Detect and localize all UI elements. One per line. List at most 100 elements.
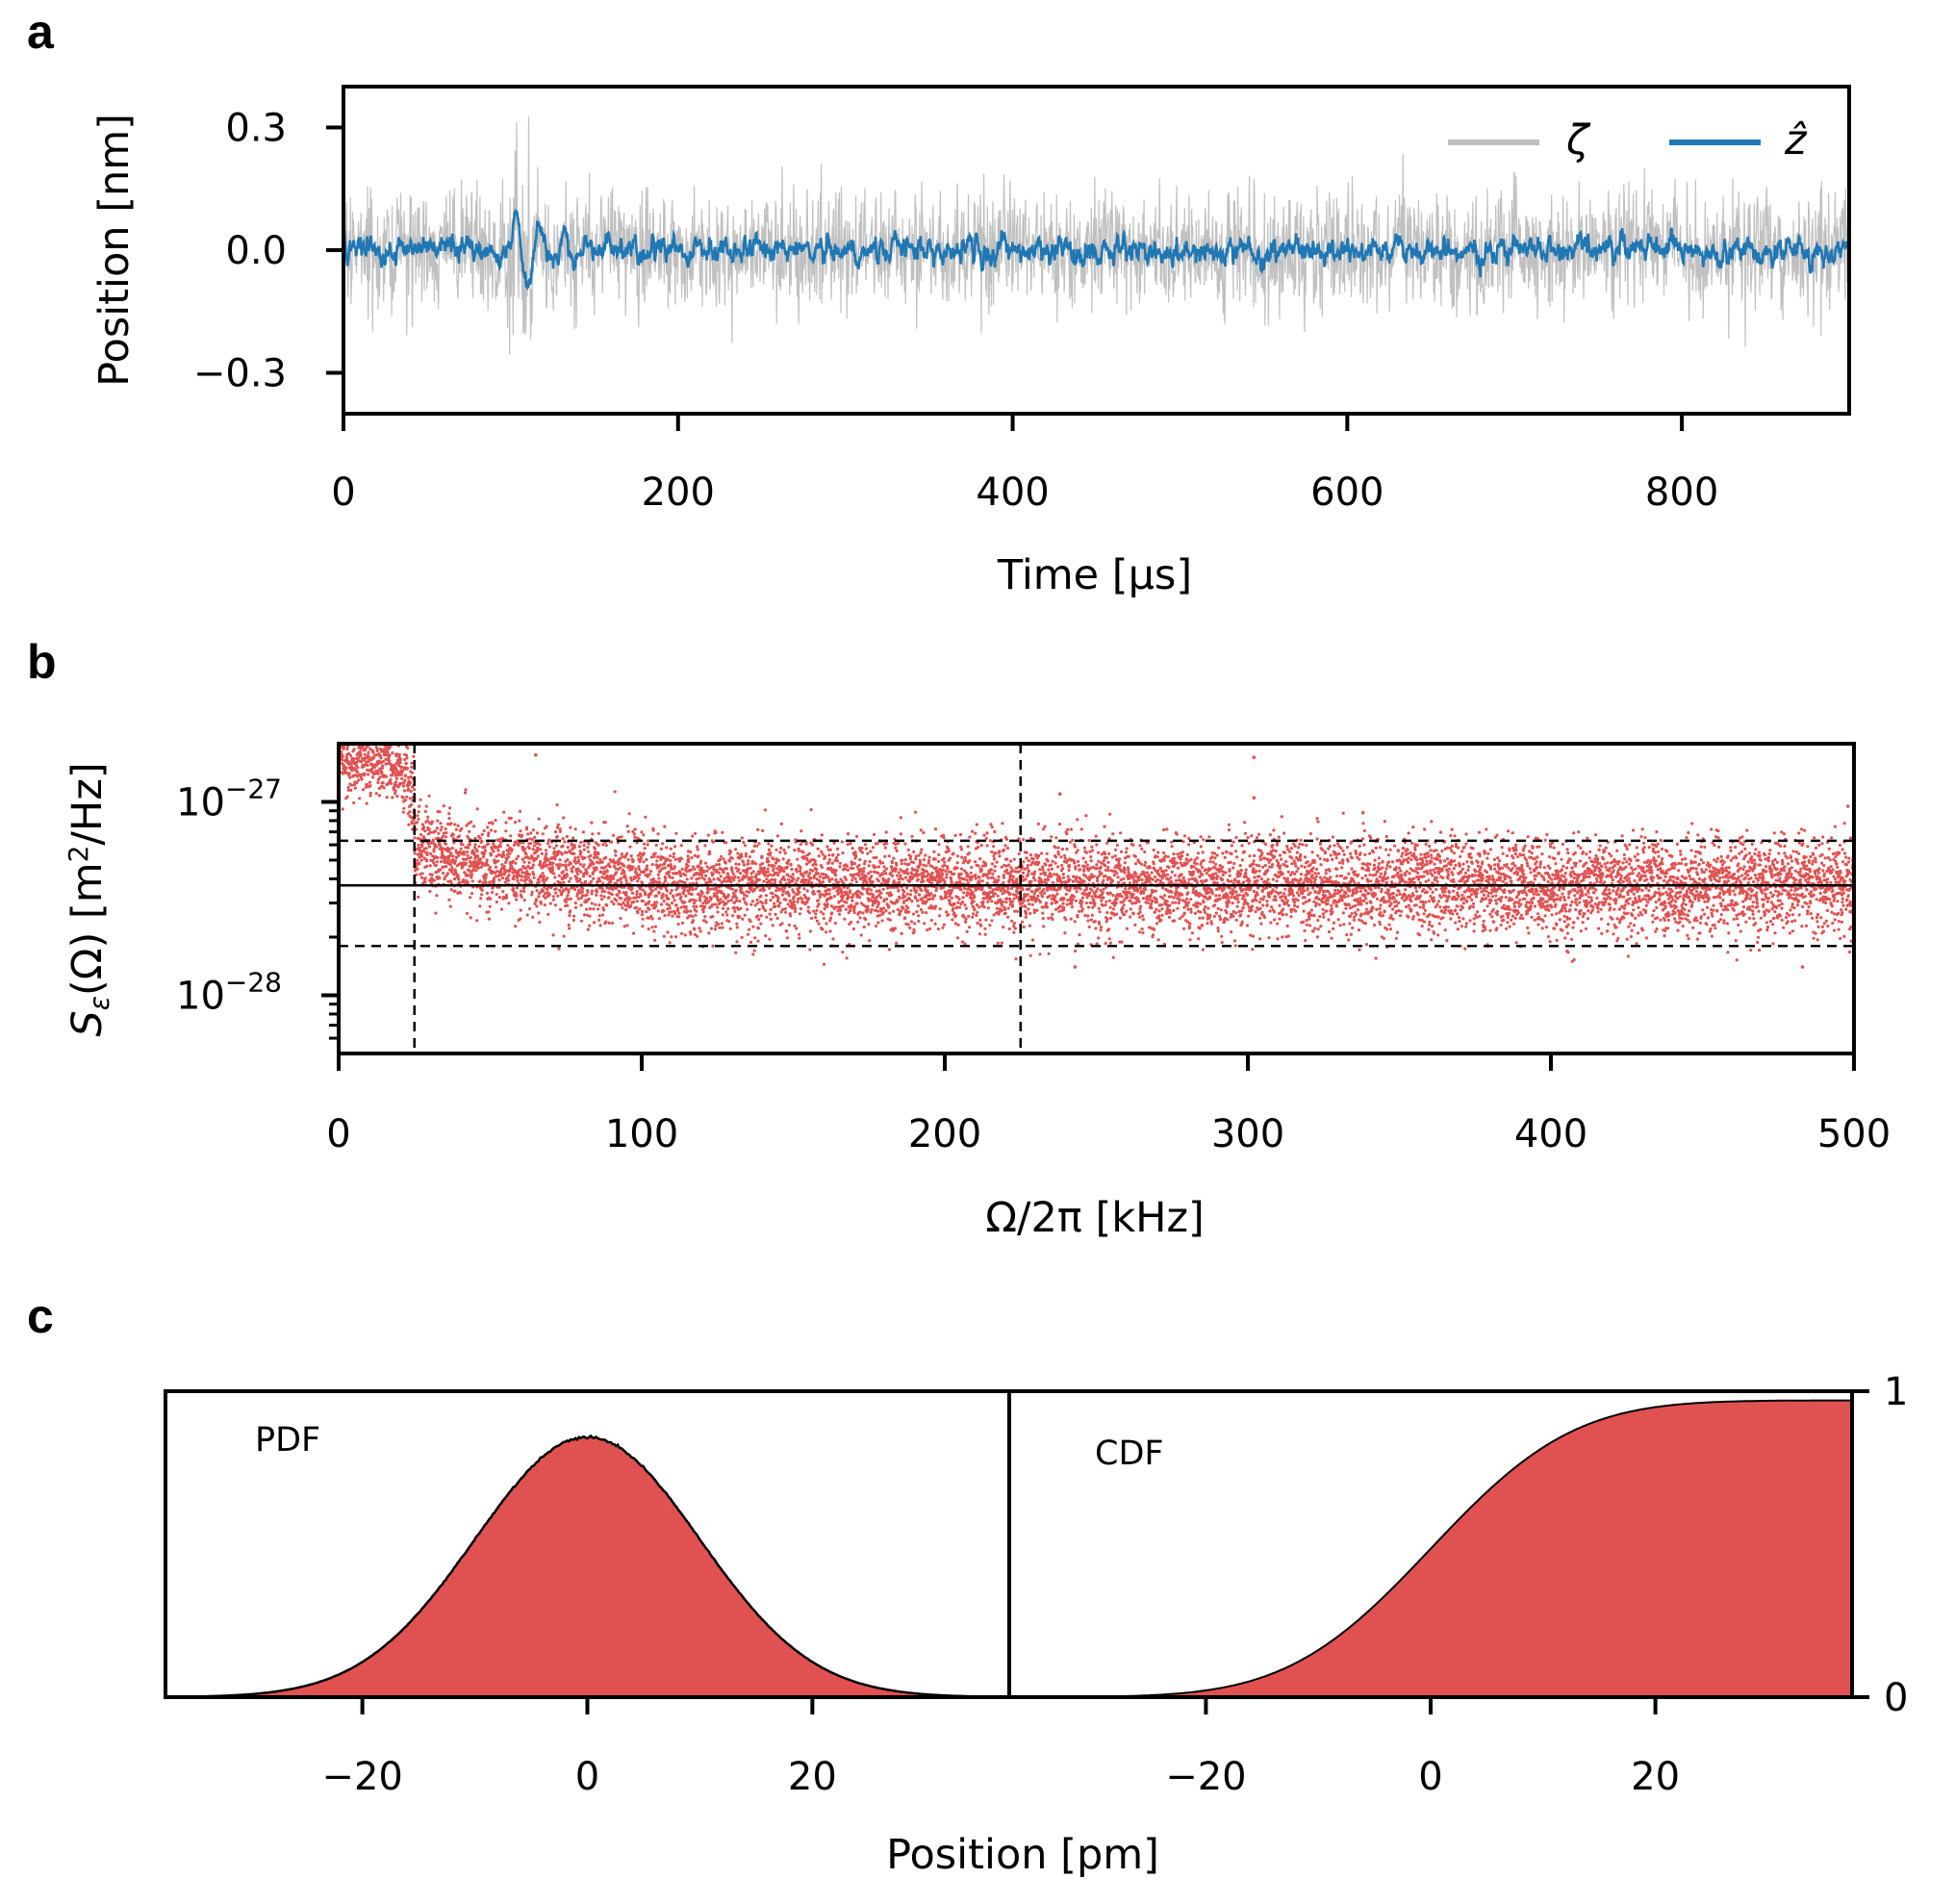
scatter-point — [828, 919, 832, 923]
scatter-point — [492, 850, 495, 853]
scatter-point — [519, 917, 522, 921]
scatter-point — [816, 847, 820, 850]
scatter-point — [937, 914, 942, 918]
scatter-point — [1040, 880, 1044, 884]
scatter-point — [857, 863, 861, 867]
scatter-point — [487, 831, 491, 835]
scatter-point — [1031, 857, 1035, 861]
scatter-point — [703, 861, 708, 865]
scatter-point — [781, 857, 785, 861]
scatter-point — [786, 877, 791, 881]
scatter-point — [906, 872, 910, 876]
scatter-point — [1108, 905, 1112, 909]
scatter-point — [1051, 859, 1054, 863]
scatter-point — [446, 857, 450, 861]
scatter-point — [662, 909, 666, 913]
scatter-point — [958, 832, 963, 837]
scatter-point — [1010, 919, 1014, 924]
scatter-point — [845, 956, 849, 960]
scatter-point — [931, 897, 935, 901]
scatter-point — [427, 794, 431, 798]
scatter-point — [897, 888, 901, 892]
scatter-point — [868, 939, 872, 943]
scatter-point — [472, 825, 476, 828]
scatter-point — [363, 758, 367, 762]
scatter-point — [1151, 933, 1155, 937]
scatter-point — [773, 881, 777, 885]
scatter-point — [746, 867, 749, 871]
scatter-point — [768, 937, 772, 941]
scatter-point — [863, 843, 868, 847]
scatter-point — [963, 886, 967, 891]
scatter-point — [479, 865, 483, 869]
scatter-point — [948, 900, 952, 903]
scatter-point — [806, 905, 810, 909]
scatter-point — [1123, 861, 1127, 865]
scatter-point — [746, 932, 750, 936]
scatter-point — [776, 873, 780, 877]
scatter-point — [393, 771, 396, 774]
scatter-point — [751, 850, 755, 853]
scatter-point — [855, 834, 859, 839]
scatter-point — [1156, 869, 1160, 873]
scatter-point — [641, 909, 645, 914]
scatter-point — [702, 877, 707, 881]
scatter-point — [585, 893, 589, 897]
scatter-point — [1079, 887, 1082, 891]
scatter-point — [381, 759, 385, 764]
scatter-point — [603, 865, 608, 869]
scatter-point — [380, 764, 385, 768]
scatter-point — [562, 880, 566, 884]
scatter-point — [698, 927, 701, 930]
scatter-point — [1050, 867, 1054, 871]
scatter-point — [636, 879, 640, 883]
scatter-point — [467, 874, 471, 877]
scatter-point — [421, 850, 425, 853]
scatter-point — [470, 892, 474, 896]
scatter-point — [1037, 860, 1041, 865]
scatter-point — [1076, 849, 1079, 852]
scatter-point — [355, 770, 359, 774]
scatter-point — [1045, 851, 1049, 855]
scatter-point — [951, 888, 954, 893]
x-tick-label: 600 — [1310, 470, 1384, 515]
scatter-point — [1130, 873, 1133, 877]
scatter-point — [817, 902, 821, 906]
scatter-point — [751, 925, 755, 928]
scatter-point — [674, 903, 678, 907]
scatter-point — [431, 838, 435, 842]
scatter-point — [1010, 903, 1015, 907]
scatter-point — [1004, 901, 1008, 904]
scatter-point — [558, 862, 562, 867]
scatter-point — [909, 889, 913, 893]
scatter-point — [900, 862, 903, 866]
scatter-point — [424, 847, 428, 850]
scatter-point — [885, 897, 889, 901]
scatter-point — [792, 900, 797, 903]
scatter-point — [1026, 866, 1029, 870]
scatter-point — [812, 909, 816, 913]
scatter-point — [492, 881, 495, 885]
scatter-point — [451, 854, 455, 858]
scatter-point — [920, 848, 924, 851]
scatter-point — [528, 837, 532, 841]
scatter-point — [849, 909, 852, 913]
scatter-point — [913, 810, 918, 814]
scatter-point — [834, 855, 839, 860]
scatter-point — [516, 839, 520, 843]
scatter-point — [804, 870, 809, 874]
scatter-point — [1152, 848, 1155, 852]
scatter-point — [1086, 905, 1091, 909]
scatter-point — [470, 879, 474, 883]
scatter-point — [469, 855, 472, 859]
scatter-point — [818, 890, 822, 894]
scatter-point — [884, 909, 888, 913]
scatter-point — [447, 868, 451, 872]
scatter-point — [766, 870, 770, 874]
scatter-point — [473, 843, 477, 847]
scatter-point — [432, 848, 436, 851]
scatter-point — [394, 776, 399, 780]
scatter-point — [887, 904, 891, 908]
scatter-point — [1090, 913, 1094, 917]
scatter-point — [990, 850, 994, 854]
